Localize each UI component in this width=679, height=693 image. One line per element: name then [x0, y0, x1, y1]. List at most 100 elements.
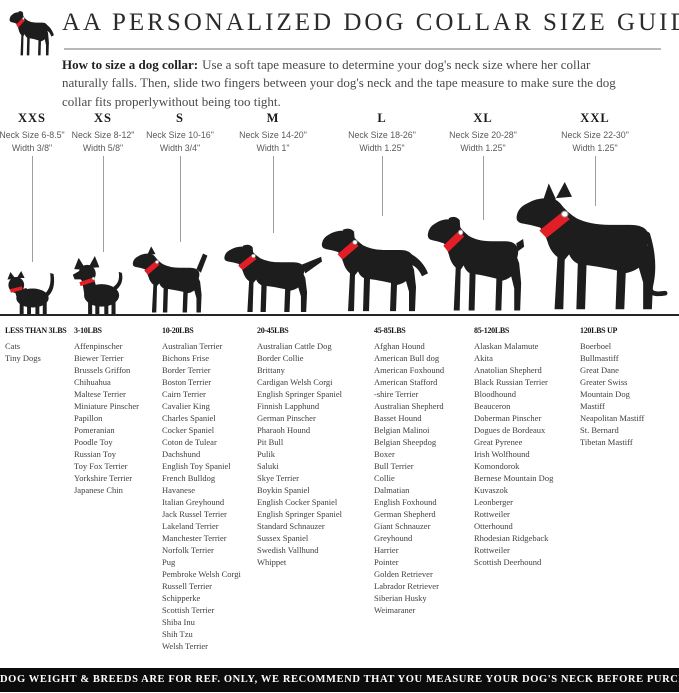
breed-item: Belgian Malinoi: [374, 425, 430, 435]
weight-heading: 10-20LBS: [162, 326, 194, 335]
weight-heading: 85-120LBS: [474, 326, 510, 335]
breed-item: Kuvaszok: [474, 485, 508, 495]
brand-dog-logo: [9, 11, 54, 56]
breed-item: Lakeland Terrier: [162, 521, 219, 531]
breed-item: Neapolitan Mastiff: [580, 413, 645, 423]
breed-list: Cats Tiny Dogs: [5, 340, 71, 364]
breed-list: Afghan Hound American Bull dog American Fo…: [374, 340, 471, 616]
breed-item: English Springer Spaniel: [257, 509, 342, 519]
breed-item: Cocker Spaniel: [162, 425, 215, 435]
breed-item: Miniature Pinscher: [74, 401, 139, 411]
great-dane-silhouette: [516, 182, 668, 310]
breed-item: Welsh Terrier: [162, 641, 209, 651]
breed-item: Maltese Terrier: [74, 389, 126, 399]
weight-heading: 120LBS UP: [580, 326, 618, 335]
collar-xs: [79, 277, 96, 287]
breed-item: Japanese Chin: [74, 485, 123, 495]
breed-item: Shih Tzu: [162, 629, 193, 639]
weight-group-120lbs-up: 120LBS UP Boerboel Bullmastiff Great Dane G…: [580, 326, 677, 448]
ground-line: [0, 314, 679, 316]
breed-item: Sussex Spaniel: [257, 533, 309, 543]
breed-item: Brussels Griffon: [74, 365, 131, 375]
breed-item: German Shepherd: [374, 509, 436, 519]
weight-group-20-45lbs: 20-45LBS Australian Cattle Dog Border Col…: [257, 326, 367, 568]
breed-item: Siberian Husky: [374, 593, 427, 603]
breed-item: French Bulldog: [162, 473, 216, 483]
breed-item: Border Collie: [257, 353, 304, 363]
how-to-lead: How to size a dog collar:: [62, 57, 199, 72]
weight-heading: 3-10LBS: [74, 326, 102, 335]
breed-item: American Stafford: [374, 377, 438, 387]
disclaimer-bar: DOG WEIGHT & BREEDS ARE FOR REF. ONLY, W…: [0, 668, 679, 692]
breed-item: Dogues de Bordeaux: [474, 425, 546, 435]
breed-list: Boerboel Bullmastiff Great Dane Greater Swi…: [580, 340, 677, 448]
breed-item: Boerboel: [580, 341, 612, 351]
breed-item: Anatolian Shepherd: [474, 365, 542, 375]
breed-item: Papillon: [74, 413, 103, 423]
breed-item: Saluki: [257, 461, 279, 471]
breed-item: Cats: [5, 341, 21, 351]
breed-item: Collie: [374, 473, 395, 483]
breed-item: Norfolk Terrier: [162, 545, 214, 555]
weight-heading: 45-85LBS: [374, 326, 406, 335]
breed-item: Havanese: [162, 485, 196, 495]
breed-list: Australian Cattle Dog Border Collie Britta…: [257, 340, 367, 568]
breed-item: Boxer: [374, 449, 395, 459]
how-to-text: Use a soft tape measure to determine you…: [62, 57, 616, 109]
breed-item: Biewer Terrier: [74, 353, 124, 363]
breed-item: Pharaoh Hound: [257, 425, 311, 435]
breed-item: German Pinscher: [257, 413, 316, 423]
breed-item: Tibetan Mastiff: [580, 437, 633, 447]
breed-item: Belgian Sheepdog: [374, 437, 437, 447]
breed-item: St. Bernard: [580, 425, 619, 435]
breed-item: Weimaraner: [374, 605, 416, 615]
breed-item: Bullmastiff: [580, 353, 619, 363]
breed-item: Labrador Retriever: [374, 581, 439, 591]
breed-item: Shiba Inu: [162, 617, 195, 627]
breed-item: Russian Toy: [74, 449, 116, 459]
breed-item: Poodle Toy: [74, 437, 113, 447]
breed-item: Beauceron: [474, 401, 511, 411]
pointer-line-xs: [103, 156, 104, 252]
breed-item: Russell Terrier: [162, 581, 212, 591]
breed-item: Cavalier King: [162, 401, 210, 411]
terrier-silhouette: [132, 246, 208, 313]
breed-list: Alaskan Malamute Akita Anatolian Shepherd B…: [474, 340, 576, 568]
breed-item: Akita: [474, 353, 493, 363]
chihuahua-silhouette: [72, 255, 123, 316]
breed-item: -shire Terrier: [374, 389, 419, 399]
breed-item: Leonberger: [474, 497, 514, 507]
cat-silhouette: [7, 271, 55, 316]
breed-item: Tiny Dogs: [5, 353, 41, 363]
weight-heading: LESS THAN 3LBS: [5, 326, 67, 335]
breed-item: Finnish Lapphund: [257, 401, 320, 411]
weight-group-45-85lbs: 45-85LBS Afghan Hound American Bull dog Am…: [374, 326, 471, 616]
breed-item: Great Pyrenee: [474, 437, 523, 447]
pointer-line-m: [273, 156, 274, 233]
breed-item: Basset Hound: [374, 413, 422, 423]
breed-item: Australian Terrier: [162, 341, 223, 351]
breed-item: Afghan Hound: [374, 341, 425, 351]
breed-item: Scottish Terrier: [162, 605, 215, 615]
breed-item: Harrier: [374, 545, 399, 555]
size-col-xxl: XXL Neck Size 22-30" Width 1.25": [561, 111, 629, 153]
breed-item: Doberman Pinscher: [474, 413, 542, 423]
spaniel-silhouette: [224, 244, 322, 313]
breed-item: Giant Schnauzer: [374, 521, 431, 531]
size-col-xxs: XXS Neck Size 6-8.5" Width 3/8": [0, 111, 65, 153]
breed-item: Chihuahua: [74, 377, 111, 387]
page-title: AA PERSONALIZED DOG COLLAR SIZE GUIDE: [62, 9, 679, 36]
breed-item: Cairn Terrier: [162, 389, 206, 399]
breed-item: Bull Terrier: [374, 461, 414, 471]
pointer-line-s: [180, 156, 181, 242]
pointer-line-xxl: [595, 156, 596, 206]
breed-item: Pembroke Welsh Corgi: [162, 569, 241, 579]
breed-item: Charles Spaniel: [162, 413, 216, 423]
breed-item: Rhodesian Ridgeback: [474, 533, 549, 543]
size-col-s: S Neck Size 10-16" Width 3/4": [146, 111, 214, 153]
breed-item: American Bull dog: [374, 353, 440, 363]
breed-item: English Toy Spaniel: [162, 461, 231, 471]
dane-tail: [644, 231, 668, 297]
breed-item: Rottweiler: [474, 545, 510, 555]
breed-list: Affenpinscher Biewer Terrier Brussels Grif…: [74, 340, 171, 496]
